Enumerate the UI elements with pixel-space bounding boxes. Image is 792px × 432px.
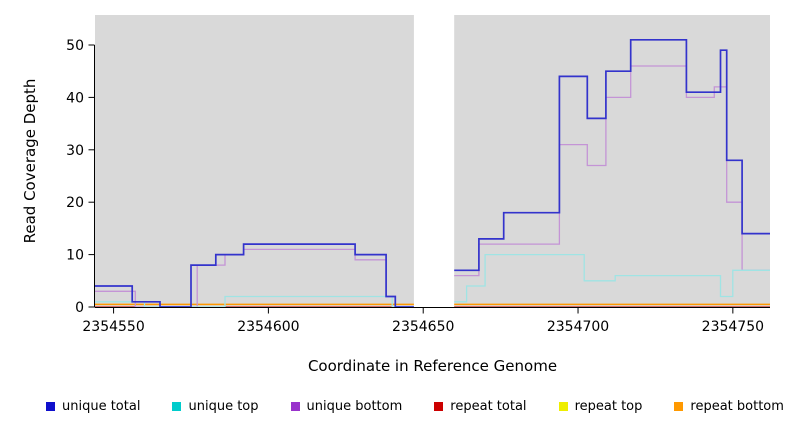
coverage-gap-region (413, 8, 455, 307)
legend-swatch-repeat-top (558, 402, 568, 411)
series-unique-total-seg1 (454, 38, 770, 272)
legend-label: repeat bottom (690, 399, 784, 414)
legend-swatch-repeat-bottom (674, 402, 684, 411)
legend-item-unique-top: unique top (172, 399, 259, 414)
legend-label: unique total (62, 399, 141, 414)
x-axis-title: Coordinate in Reference Genome (307, 357, 558, 375)
x-tick-label: 2354750 (702, 319, 764, 335)
legend-swatch-repeat-total (434, 402, 444, 411)
y-tick-label: 20 (66, 195, 84, 211)
legend-item-unique-total: unique total (46, 399, 140, 414)
x-tick-label: 2354550 (82, 319, 144, 335)
legend-label: repeat total (450, 399, 527, 414)
y-axis-title: Read Coverage Depth (21, 78, 39, 244)
legend-swatch-unique-bottom (290, 402, 300, 411)
legend-item-repeat-top: repeat top (558, 399, 643, 414)
legend-swatch-unique-total (46, 402, 55, 411)
chart-legend: unique total unique top unique bottom repea… (46, 399, 784, 414)
legend-label: unique top (188, 399, 259, 414)
legend-item-unique-bottom: unique bottom (290, 399, 403, 414)
y-tick-label: 30 (66, 143, 84, 159)
x-tick-label: 2354700 (547, 319, 609, 335)
legend-item-repeat-bottom: repeat bottom (674, 399, 784, 414)
legend-label: unique bottom (306, 399, 403, 414)
legend-label: repeat top (574, 399, 643, 414)
x-tick-label: 2354600 (237, 319, 299, 335)
series-unique-top-seg1 (454, 253, 770, 303)
coverage-chart: 2354550 2354600 2354650 2354700 2354750 0 10 20… (66, 8, 770, 335)
y-tick-label: 40 (66, 90, 84, 106)
x-tick-label: 2354650 (392, 319, 454, 335)
y-tick-label: 0 (75, 300, 84, 316)
series-unique-bottom-seg1 (454, 65, 770, 277)
y-tick-label: 10 (66, 248, 84, 264)
y-tick-label: 50 (66, 38, 84, 54)
series-unique-top-seg0 (95, 295, 414, 308)
series-unique-total-seg0 (95, 243, 414, 308)
legend-item-repeat-total: repeat total (434, 399, 527, 414)
legend-swatch-unique-top (172, 402, 182, 411)
